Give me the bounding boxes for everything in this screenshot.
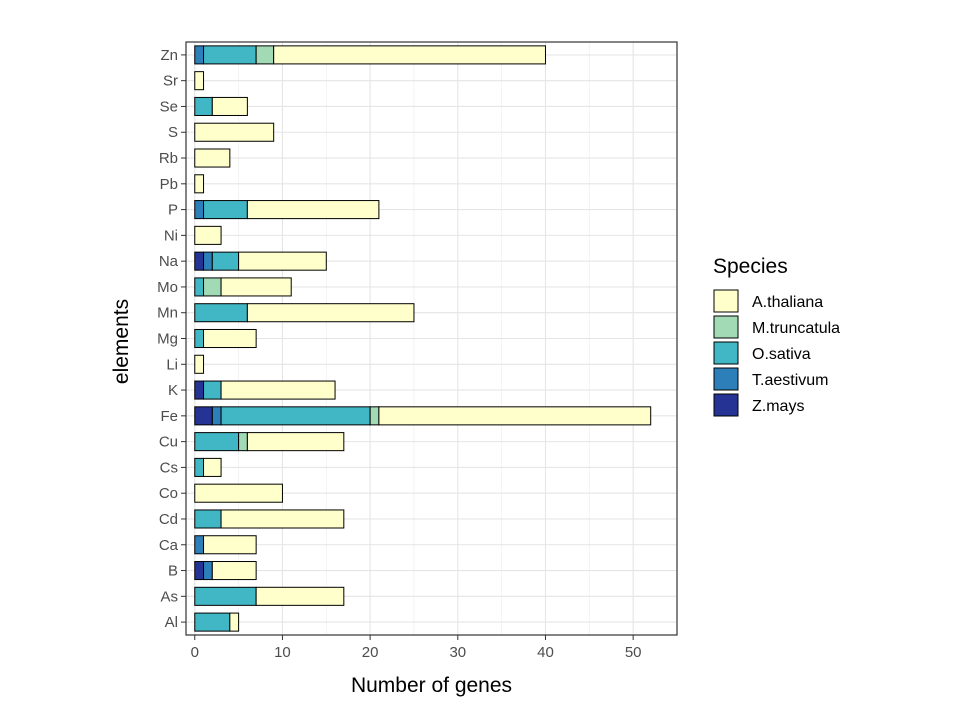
bar-s-a-thaliana — [194, 122, 275, 142]
bar-as-a-thaliana — [255, 586, 345, 606]
bar-cd-a-thaliana — [220, 509, 345, 529]
grid-layer — [186, 42, 677, 635]
bar-as-o-sativa — [194, 586, 257, 606]
y-tick-label: Pb — [160, 176, 178, 193]
bar-al-o-sativa — [194, 612, 231, 632]
bar-ni-a-thaliana — [194, 225, 222, 245]
bar-sr-a-thaliana — [194, 71, 205, 91]
legend-swatch-a-thaliana — [713, 289, 739, 313]
y-tick-label: Mn — [157, 305, 178, 322]
y-tick-label: Rb — [159, 150, 178, 167]
bar-mo-o-sativa — [194, 277, 205, 297]
bar-p-t-aestivum — [194, 200, 205, 220]
legend-title: Species — [713, 255, 788, 278]
bar-cu-a-thaliana — [246, 432, 345, 452]
legend-label-o-sativa: O.sativa — [752, 346, 811, 363]
bar-mo-a-thaliana — [220, 277, 292, 297]
y-tick-label: Cd — [159, 511, 178, 528]
bar-mo-m-truncatula — [203, 277, 222, 297]
bar-fe-t-aestivum — [211, 406, 222, 426]
y-axis-title: elements — [110, 299, 133, 384]
legend-swatch-m-truncatula — [713, 315, 739, 339]
y-tick-label: Zn — [160, 47, 178, 64]
bar-cd-o-sativa — [194, 509, 222, 529]
legend-label-m-truncatula: M.truncatula — [752, 320, 840, 337]
bar-cu-m-truncatula — [238, 432, 248, 452]
y-tick-label: B — [168, 563, 178, 580]
bar-b-t-aestivum — [203, 561, 213, 581]
y-tick-label: Se — [160, 98, 178, 115]
y-tick-label: Cs — [160, 459, 178, 476]
bar-fe-o-sativa — [220, 406, 371, 426]
y-tick-label: K — [168, 382, 178, 399]
bar-fe-m-truncatula — [369, 406, 380, 426]
bar-ca-a-thaliana — [203, 535, 257, 555]
y-tick-label: Al — [165, 614, 178, 631]
bar-cs-a-thaliana — [203, 457, 222, 477]
x-tick-label: 30 — [449, 644, 466, 661]
y-tick-label: Na — [159, 253, 179, 270]
bar-na-t-aestivum — [203, 251, 213, 271]
x-tick-label: 40 — [537, 644, 554, 661]
bar-se-o-sativa — [194, 96, 213, 116]
legend-swatch-z-mays — [713, 393, 739, 417]
bar-se-a-thaliana — [211, 96, 248, 116]
bar-cu-o-sativa — [194, 432, 240, 452]
bar-p-o-sativa — [203, 200, 248, 220]
bar-co-a-thaliana — [194, 483, 283, 503]
y-tick-label: Sr — [163, 73, 178, 90]
y-tick-label: Mg — [157, 331, 178, 348]
y-tick-label: Ca — [159, 537, 179, 554]
y-tick-label: P — [168, 202, 178, 219]
bar-rb-a-thaliana — [194, 148, 231, 168]
bar-li-a-thaliana — [194, 354, 205, 374]
bar-cs-o-sativa — [194, 457, 205, 477]
y-tick-label: Mo — [157, 279, 178, 296]
bar-na-o-sativa — [211, 251, 240, 271]
bar-k-a-thaliana — [220, 380, 336, 400]
bar-ca-t-aestivum — [194, 535, 205, 555]
bar-layer — [194, 45, 652, 632]
x-tick-label: 10 — [274, 644, 291, 661]
legend-label-t-aestivum: T.aestivum — [752, 372, 828, 389]
y-tick-label: Cu — [159, 434, 178, 451]
y-tick-label: S — [168, 124, 178, 141]
y-tick-label: Ni — [164, 227, 178, 244]
x-tick-label: 0 — [191, 644, 199, 661]
y-tick-label: As — [160, 588, 178, 605]
bar-zn-t-aestivum — [194, 45, 205, 65]
bar-mn-o-sativa — [194, 303, 248, 323]
legend-swatch-t-aestivum — [713, 367, 739, 391]
legend: Species A.thaliana M.truncatula O.sativa T.… — [713, 255, 840, 417]
bar-zn-a-thaliana — [273, 45, 546, 65]
bar-fe-z-mays — [194, 406, 213, 426]
x-axis-title: Number of genes — [351, 674, 512, 697]
bar-fe-a-thaliana — [378, 406, 652, 426]
legend-swatch-o-sativa — [713, 341, 739, 365]
bar-k-o-sativa — [203, 380, 222, 400]
y-tick-label: Li — [166, 356, 178, 373]
bar-p-a-thaliana — [246, 200, 380, 220]
bar-b-a-thaliana — [211, 561, 257, 581]
bar-k-z-mays — [194, 380, 205, 400]
bar-mg-o-sativa — [194, 328, 205, 349]
y-tick-label: Co — [159, 485, 178, 502]
bar-na-z-mays — [194, 251, 205, 271]
bar-na-a-thaliana — [238, 251, 327, 271]
bar-zn-o-sativa — [203, 45, 257, 65]
bar-b-z-mays — [194, 561, 205, 581]
bar-mn-a-thaliana — [246, 303, 415, 323]
y-tick-label: Fe — [160, 408, 178, 425]
legend-label-a-thaliana: A.thaliana — [752, 294, 823, 311]
bar-pb-a-thaliana — [194, 174, 205, 194]
x-tick-label: 50 — [625, 644, 642, 661]
legend-label-z-mays: Z.mays — [752, 398, 804, 415]
x-tick-label: 20 — [362, 644, 379, 661]
bar-al-a-thaliana — [229, 612, 240, 632]
bar-mg-a-thaliana — [203, 328, 257, 349]
axis-layer: 0 10 20 30 40 50 Al As B Ca Cd Co Cs Cu Fe K Li Mg Mn Mo Na N… — [157, 47, 641, 661]
bar-zn-m-truncatula — [255, 45, 275, 65]
